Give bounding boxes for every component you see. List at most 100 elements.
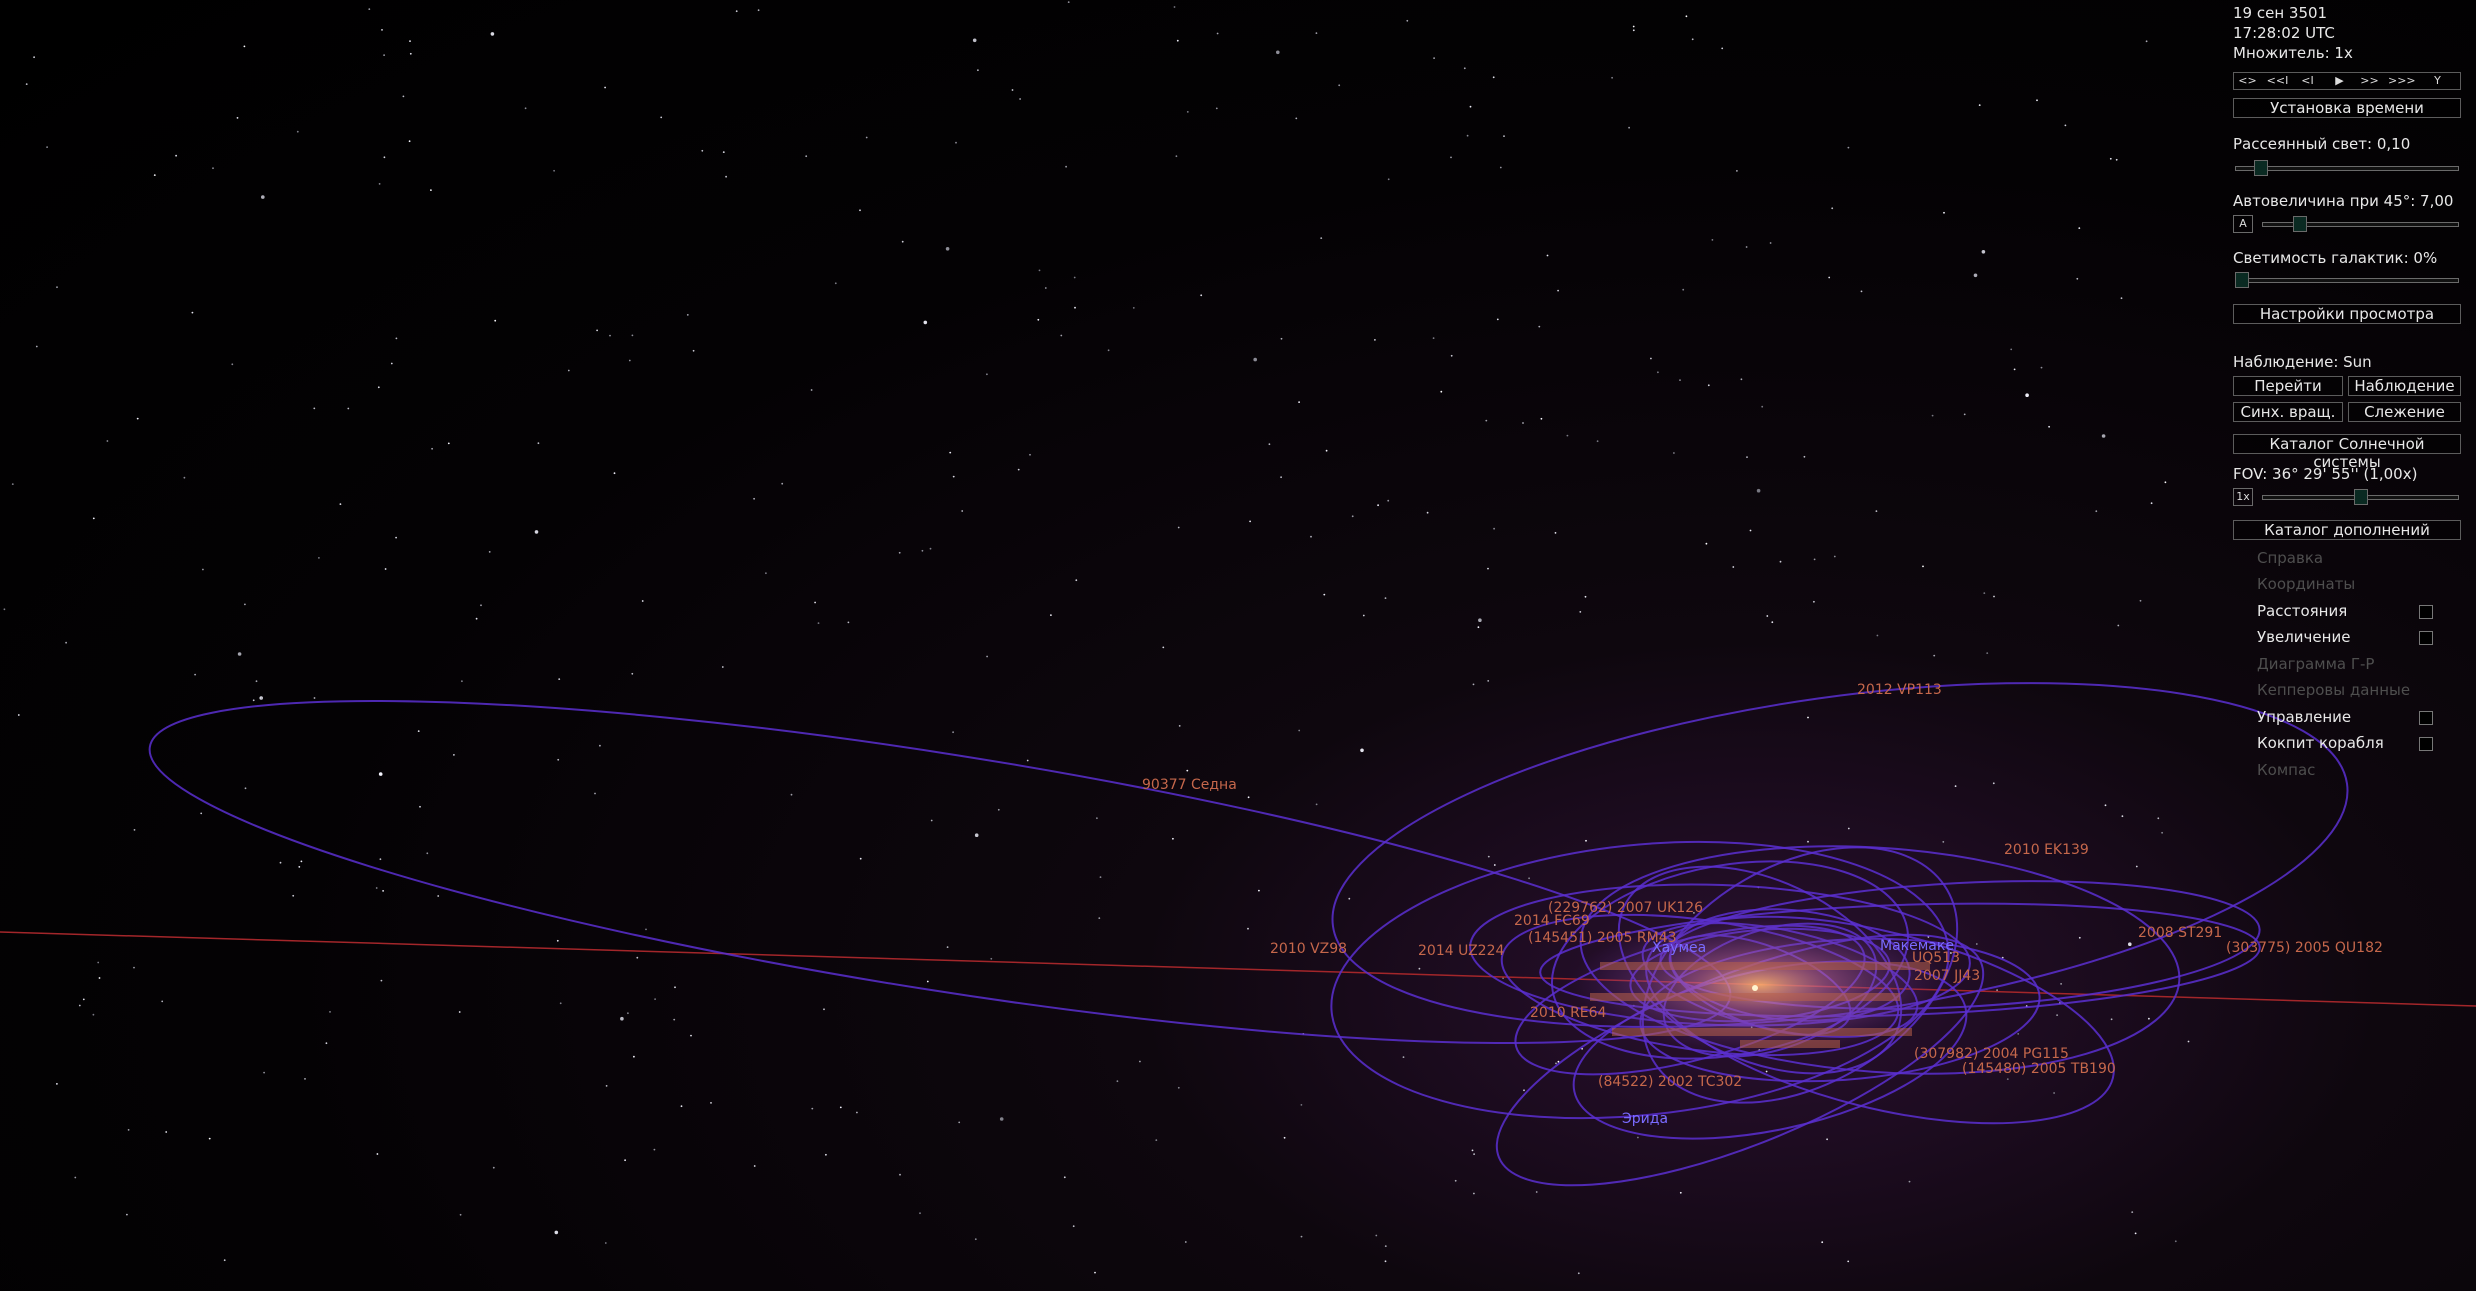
automag-slider-thumb[interactable] <box>2293 216 2307 232</box>
star <box>1986 652 1989 654</box>
controls-checkbox[interactable] <box>2419 711 2433 725</box>
label-rm43[interactable]: (145451) 2005 RM43 <box>1528 930 1677 946</box>
automag-toggle-button[interactable]: A <box>2233 215 2253 233</box>
label-makemake[interactable]: Макемаке <box>1880 938 1954 954</box>
star <box>98 977 101 979</box>
star <box>2135 865 2138 868</box>
menu-controls[interactable]: Управление <box>2257 708 2352 726</box>
star <box>817 622 820 624</box>
star <box>2148 1017 2150 1020</box>
label-fc69[interactable]: 2014 FC69 <box>1514 913 1590 929</box>
rewind-button[interactable]: <I <box>2301 74 2314 87</box>
addons-catalog-button[interactable]: Каталог дополнений <box>2233 520 2461 540</box>
star <box>823 1008 825 1011</box>
star <box>97 961 100 964</box>
label-jj43[interactable]: 2007 JJ43 <box>1914 968 1980 984</box>
automag-slider[interactable] <box>2262 222 2459 227</box>
set-time-button[interactable]: Установка времени <box>2233 98 2461 118</box>
menu-kepler-data[interactable]: Кепперовы данные <box>2257 681 2411 699</box>
sync-rotation-button[interactable]: Синх. вращ. <box>2233 402 2343 422</box>
label-vz98[interactable]: 2010 VZ98 <box>1270 941 1347 957</box>
fov-label: FOV: 36° 29' 55'' (1,00x) <box>2233 465 2418 483</box>
star <box>834 282 837 285</box>
label-st291[interactable]: 2008 ST291 <box>2138 925 2222 941</box>
star <box>395 536 397 539</box>
star <box>2013 368 2016 371</box>
ship-cockpit-checkbox[interactable] <box>2419 737 2433 751</box>
star <box>2115 158 2118 161</box>
label-ek139[interactable]: 2010 EK139 <box>2004 842 2089 858</box>
ambient-light-slider-thumb[interactable] <box>2254 160 2268 176</box>
reverse-button[interactable]: <> <box>2238 74 2257 87</box>
star <box>153 174 156 177</box>
star <box>839 1106 842 1109</box>
magnification-checkbox[interactable] <box>2419 631 2433 645</box>
galaxy-brightness-slider[interactable] <box>2235 278 2459 283</box>
menu-compass[interactable]: Компас <box>2257 761 2316 779</box>
track-button[interactable]: Слежение <box>2348 402 2461 422</box>
label-haumea[interactable]: Хаумеа <box>1652 940 1706 956</box>
star <box>1310 535 1312 538</box>
star <box>1993 595 1995 598</box>
label-sedna[interactable]: 90377 Седна <box>1142 777 1237 793</box>
filter-icon[interactable]: Y <box>2434 74 2441 87</box>
star <box>375 887 378 889</box>
star <box>1315 803 1318 806</box>
label-pg115[interactable]: (307982) 2004 PG115 <box>1914 1046 2069 1062</box>
play-button[interactable]: ▶ <box>2335 74 2344 87</box>
star <box>1067 1 1070 3</box>
star <box>1566 434 1569 437</box>
star <box>805 155 808 158</box>
star <box>200 812 203 815</box>
menu-magnification[interactable]: Увеличение <box>2257 628 2351 646</box>
view-settings-button[interactable]: Настройки просмотра <box>2233 304 2461 324</box>
star <box>1502 977 1504 980</box>
solar-system-catalog-button[interactable]: Каталог Солнечной системы <box>2233 434 2461 471</box>
distances-checkbox[interactable] <box>2419 605 2433 619</box>
star <box>2174 1240 2177 1243</box>
observe-button[interactable]: Наблюдение <box>2348 376 2461 396</box>
fov-toggle-button[interactable]: 1x <box>2233 488 2253 506</box>
galaxy-brightness-slider-thumb[interactable] <box>2235 272 2249 288</box>
ambient-light-slider[interactable] <box>2235 166 2459 171</box>
star <box>133 829 136 831</box>
label-tb190[interactable]: (145480) 2005 TB190 <box>1962 1061 2116 1077</box>
star <box>1523 1089 1525 1092</box>
faster-forward-button[interactable]: >>> <box>2388 74 2416 87</box>
label-vp113[interactable]: 2012 VP113 <box>1857 682 1942 698</box>
menu-ship-cockpit[interactable]: Кокпит корабля <box>2257 734 2384 752</box>
fov-slider-thumb[interactable] <box>2354 489 2368 505</box>
star <box>628 359 631 362</box>
menu-hr-diagram[interactable]: Диаграмма Г-Р <box>2257 655 2375 673</box>
star <box>1585 839 1587 842</box>
star <box>1749 529 1752 532</box>
star <box>1557 1060 1560 1063</box>
goto-button[interactable]: Перейти <box>2233 376 2343 396</box>
star <box>534 530 539 534</box>
menu-distances[interactable]: Расстояния <box>2257 602 2348 620</box>
star <box>997 808 1000 811</box>
label-uz224[interactable]: 2014 UZ224 <box>1418 943 1504 959</box>
star <box>955 141 957 144</box>
star <box>1546 254 1549 257</box>
star <box>859 209 861 212</box>
star <box>409 52 412 55</box>
star <box>1258 889 1260 892</box>
time-multiplier: Множитель: 1x <box>2233 44 2353 62</box>
label-eris[interactable]: Эрида <box>1622 1111 1668 1127</box>
star <box>1875 510 1878 512</box>
label-uk126[interactable]: (229762) 2007 UK126 <box>1548 900 1703 916</box>
label-tc302[interactable]: (84522) 2002 TC302 <box>1598 1074 1742 1090</box>
star <box>2150 502 2153 505</box>
label-qu182[interactable]: (303775) 2005 QU182 <box>2226 940 2383 956</box>
menu-help[interactable]: Справка <box>2257 549 2324 567</box>
star <box>380 979 383 982</box>
menu-coordinates[interactable]: Координаты <box>2257 575 2356 593</box>
label-re64[interactable]: 2010 RE64 <box>1530 1005 1607 1021</box>
star <box>1847 1260 1850 1263</box>
fast-rewind-button[interactable]: <<I <box>2266 74 2289 87</box>
fast-forward-button[interactable]: >> <box>2360 74 2379 87</box>
star <box>1268 443 1271 446</box>
